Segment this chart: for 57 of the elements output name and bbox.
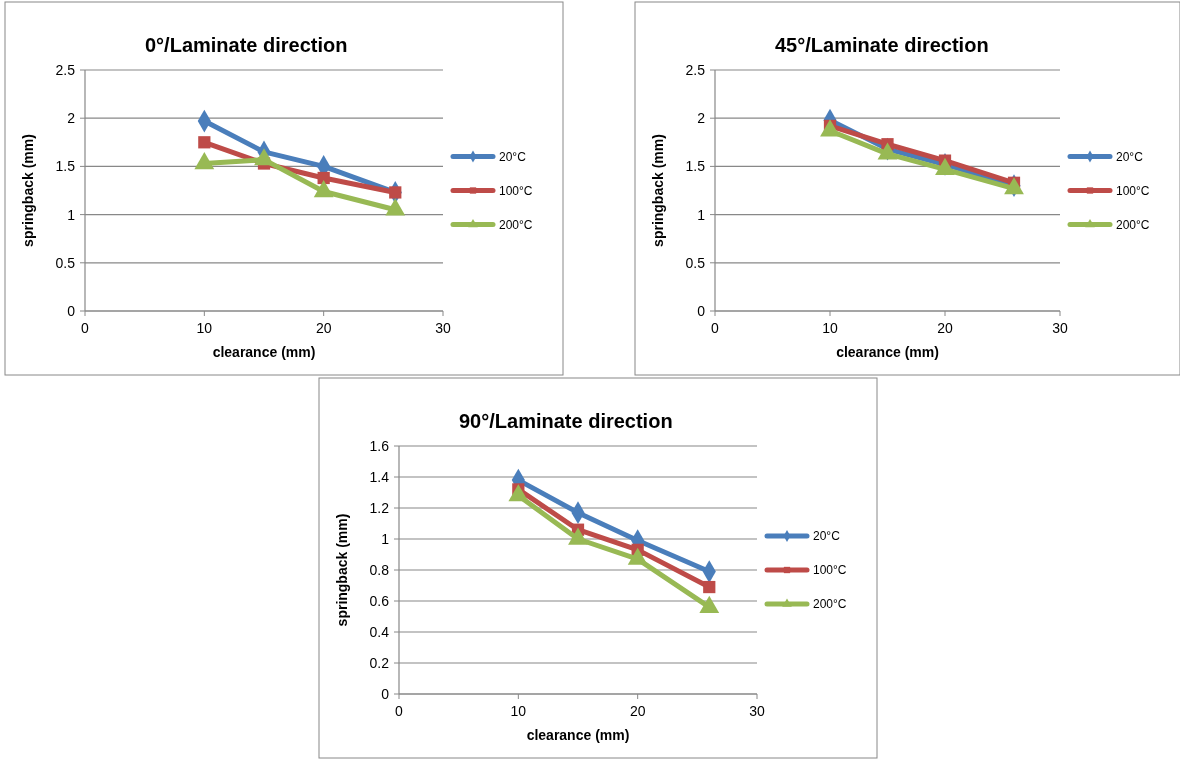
chart-title: 45°/Laminate direction: [775, 34, 989, 56]
point: [198, 136, 211, 149]
legend-label: 20°C: [813, 529, 841, 544]
y-tick-label: 1.6: [369, 437, 390, 454]
y-tick-label: 0: [697, 302, 706, 319]
x-tick-label: 0: [395, 703, 404, 719]
y-tick-label: 0.8: [369, 561, 390, 578]
y-tick-label: 1: [67, 206, 76, 223]
x-tick-label: 30: [1052, 320, 1068, 336]
x-tick-label: 20: [937, 320, 953, 336]
y-tick-label: 0: [67, 302, 76, 319]
y-tick-label: 1: [697, 206, 706, 223]
y-tick-label: 1.5: [55, 158, 76, 175]
x-axis-title: clearance (mm): [836, 344, 939, 360]
legend-label: 200°C: [813, 597, 847, 612]
y-axis-title: springback (mm): [650, 134, 666, 247]
y-tick-label: 0.5: [55, 254, 76, 271]
legend-label: 200°C: [1116, 217, 1150, 232]
point: [317, 171, 330, 185]
x-axis-title: clearance (mm): [526, 727, 630, 743]
point: [389, 186, 402, 199]
y-axis-title: springback (mm): [20, 134, 36, 247]
y-tick-label: 0.2: [369, 654, 390, 671]
chart-title: 90°/Laminate direction: [459, 410, 673, 432]
y-tick-label: 0.4: [369, 623, 390, 640]
point: [935, 157, 955, 176]
y-tick-label: 0: [381, 685, 390, 702]
y-tick-label: 2: [697, 110, 706, 127]
point: [877, 142, 898, 160]
legend-label: 100°C: [1116, 183, 1150, 198]
legend-label: 20°C: [1116, 149, 1144, 164]
legend-label: 200°C: [499, 217, 533, 232]
y-tick-label: 1.5: [685, 158, 706, 175]
point: [703, 580, 716, 594]
y-tick-label: 1.2: [369, 499, 390, 516]
chart-title: 0°/Laminate direction: [145, 34, 348, 56]
y-tick-label: 0.6: [369, 592, 390, 609]
x-tick-label: 30: [749, 703, 765, 719]
x-tick-label: 10: [510, 703, 527, 719]
x-tick-label: 20: [629, 703, 646, 719]
legend-label: 20°C: [499, 149, 527, 164]
y-tick-label: 1.4: [369, 468, 390, 485]
x-tick-label: 0: [81, 320, 90, 336]
y-axis-title: springback (mm): [334, 513, 350, 627]
y-tick-label: 2.5: [55, 61, 76, 78]
x-tick-label: 30: [435, 320, 451, 336]
legend-label: 100°C: [813, 563, 847, 578]
y-tick-label: 2.5: [685, 61, 706, 78]
y-tick-label: 2: [67, 110, 76, 127]
y-tick-label: 0.5: [685, 254, 706, 271]
x-tick-label: 0: [711, 320, 720, 336]
x-axis-title: clearance (mm): [212, 344, 316, 360]
y-tick-label: 1: [381, 530, 390, 547]
x-tick-label: 10: [822, 320, 838, 336]
x-tick-label: 10: [196, 320, 213, 336]
x-tick-label: 20: [315, 320, 332, 336]
legend-label: 100°C: [499, 183, 533, 198]
